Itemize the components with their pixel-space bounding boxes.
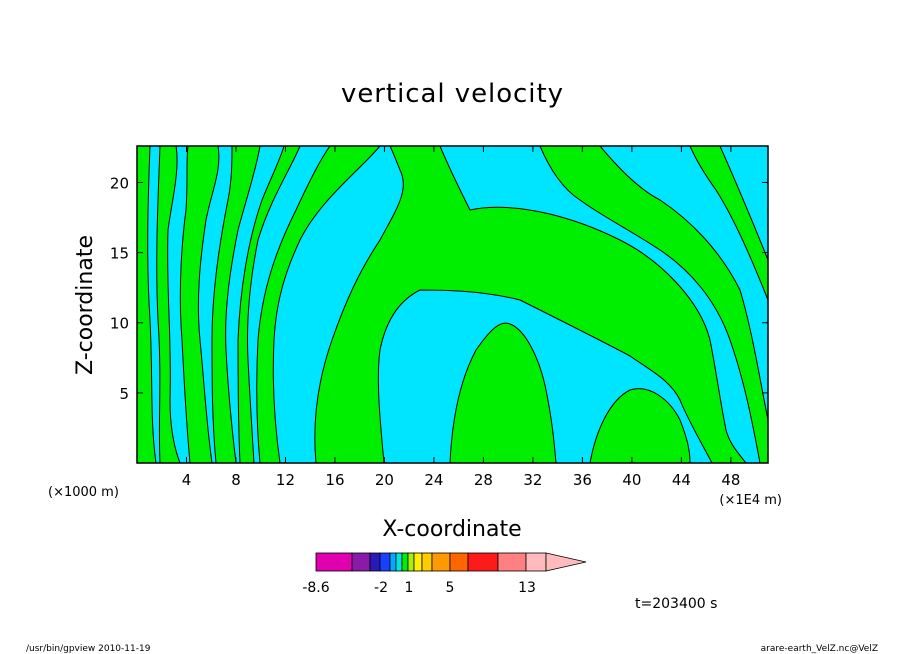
- colorbar-label: -8.6: [302, 580, 329, 596]
- colorbar-label: -2: [374, 580, 388, 596]
- x-tick-label: 40: [622, 471, 641, 489]
- x-tick-label: 48: [721, 471, 740, 489]
- x-tick-label: 4: [182, 471, 192, 489]
- colorbar-swatch: [421, 552, 433, 572]
- colorbar-swatch: [407, 552, 415, 572]
- footer-right: arare-earth_VelZ.nc@VelZ: [761, 644, 878, 654]
- x-tick-label: 16: [325, 471, 344, 489]
- colorbar-swatch: [467, 552, 499, 572]
- y-tick-label: 15: [110, 245, 129, 263]
- y-tick-label: 20: [110, 174, 129, 192]
- colorbar-label: 1: [405, 580, 414, 596]
- colorbar-swatch: [401, 552, 409, 572]
- time-annotation: t=203400 s: [635, 596, 717, 612]
- y-units-label: (×1000 m): [48, 485, 119, 500]
- x-tick-label: 20: [375, 471, 394, 489]
- colorbar-swatch: [379, 552, 391, 572]
- region-right-lower: [589, 388, 691, 463]
- colorbar-label: 13: [518, 580, 536, 596]
- region-left-band-3: [179, 146, 220, 463]
- region-bottom-center: [449, 322, 557, 463]
- region-left-band-1: [137, 146, 157, 463]
- colorbar-swatch: [351, 552, 371, 572]
- footer-left: /usr/bin/gpview 2010-11-19: [26, 644, 151, 654]
- colorbar-swatch: [315, 552, 353, 572]
- x-tick-label: 8: [231, 471, 241, 489]
- region-far-right: [689, 146, 768, 301]
- colorbar-swatch: [497, 552, 527, 572]
- colorbar-swatch: [369, 552, 381, 572]
- y-tick-label: 10: [110, 315, 129, 333]
- chart-title: vertical velocity: [341, 79, 563, 109]
- colorbar-label: 5: [446, 580, 455, 596]
- y-axis-label: Z-coordinate: [73, 235, 98, 375]
- region-left-band-2: [156, 146, 181, 463]
- x-tick-label: 36: [573, 471, 592, 489]
- x-units-label: (×1E4 m): [719, 493, 782, 508]
- y-tick-label: 5: [119, 385, 129, 403]
- colorbar-arrow: [545, 552, 587, 572]
- x-axis-label: X-coordinate: [382, 517, 521, 542]
- x-tick-label: 28: [474, 471, 493, 489]
- colorbar-labels: -8.6 -2 1 5 13: [302, 580, 536, 596]
- x-tick-label: 44: [672, 471, 691, 489]
- colorbar-swatch: [413, 552, 423, 572]
- colorbar-swatch: [389, 552, 397, 572]
- region-center-arc: [314, 146, 747, 463]
- x-ticks: 4 8 12 16 20 24 28 32 36 40 44 48: [182, 146, 740, 489]
- colorbar: [315, 552, 587, 572]
- x-tick-label: 32: [523, 471, 542, 489]
- colorbar-swatch: [449, 552, 469, 572]
- colorbar-swatch: [395, 552, 403, 572]
- plot-frame: [136, 145, 769, 464]
- colorbar-swatch: [431, 552, 451, 572]
- region-right-band: [539, 146, 768, 463]
- x-tick-label: 12: [276, 471, 295, 489]
- x-tick-label: 24: [424, 471, 443, 489]
- positive-regions: [137, 146, 768, 463]
- y-ticks: 5 10 15 20: [110, 174, 768, 403]
- colorbar-swatch: [525, 552, 547, 572]
